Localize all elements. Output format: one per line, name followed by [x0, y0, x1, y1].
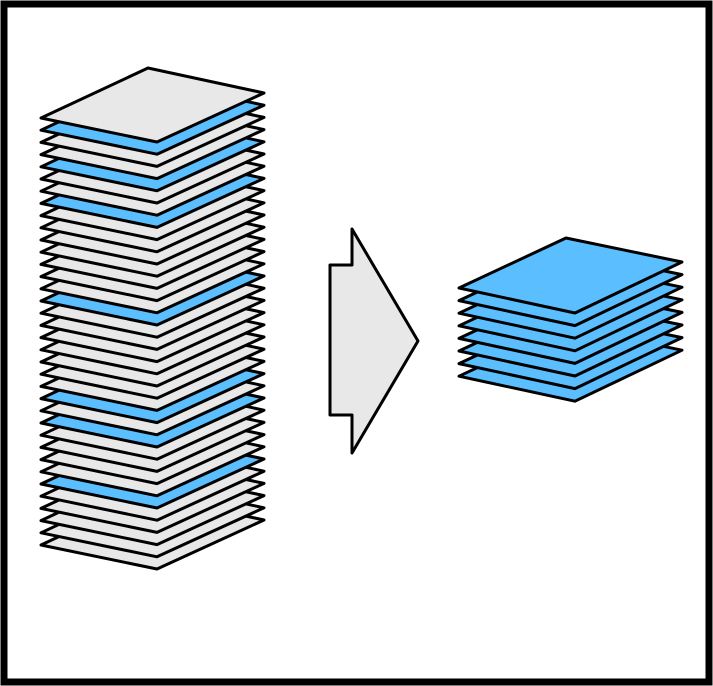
right-stack-sheet-1	[457, 236, 684, 315]
right-sheet-stack	[457, 236, 684, 403]
left-sheet-stack	[39, 66, 266, 571]
left-stack-sheet-1	[39, 66, 266, 144]
transform-arrow	[328, 227, 420, 455]
right-arrow-icon	[328, 227, 420, 455]
